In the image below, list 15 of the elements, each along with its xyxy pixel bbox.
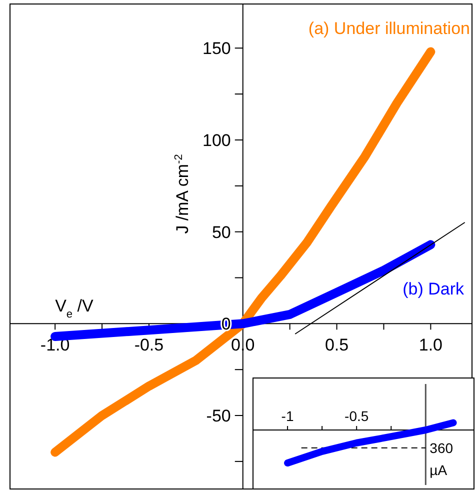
annotation: 360	[430, 440, 454, 456]
y-tick-label: 100	[202, 130, 231, 150]
text: (a) Under illumination	[308, 19, 470, 38]
y-tick-label: 0	[221, 314, 231, 334]
x-tick-label: 0.5	[324, 336, 349, 355]
y-tick-label: -50	[206, 406, 231, 426]
x-tick-label: -0.5	[344, 408, 369, 424]
y-tick-label: 50	[212, 222, 231, 242]
series-label: (b) Dark	[402, 280, 464, 299]
y-tick-label: 150	[202, 39, 231, 58]
x-tick-label: -1	[281, 408, 294, 424]
x-tick-label: -0.5	[134, 336, 164, 355]
x-tick-label: 1.0	[418, 336, 443, 355]
annotation: µA	[430, 462, 448, 478]
x-axis-title: V$_{e}$ /V	[55, 296, 94, 321]
